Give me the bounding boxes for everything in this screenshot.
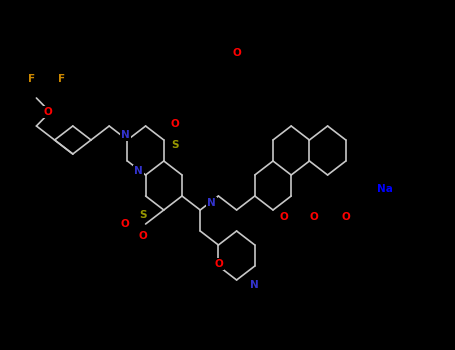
Text: O: O	[121, 219, 130, 229]
Text: N: N	[134, 167, 143, 176]
Text: O: O	[280, 212, 289, 222]
Text: O: O	[139, 231, 148, 241]
Text: O: O	[214, 259, 223, 269]
Text: O: O	[232, 48, 241, 57]
Text: S: S	[140, 210, 147, 220]
Text: F: F	[58, 74, 65, 84]
Text: O: O	[171, 119, 180, 129]
Text: O: O	[43, 107, 52, 117]
Text: N: N	[207, 198, 216, 208]
Text: S: S	[172, 140, 179, 150]
Text: N: N	[250, 280, 259, 290]
Text: O: O	[341, 212, 350, 222]
Text: N: N	[121, 130, 130, 140]
Text: F: F	[28, 74, 35, 84]
Text: Na: Na	[377, 184, 392, 194]
Text: O: O	[309, 212, 318, 222]
